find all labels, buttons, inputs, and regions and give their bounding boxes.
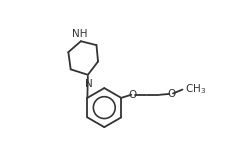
Text: N: N (84, 79, 92, 89)
Text: NH: NH (71, 29, 87, 39)
Text: CH$_3$: CH$_3$ (184, 83, 206, 97)
Text: O: O (166, 89, 175, 99)
Text: O: O (128, 90, 137, 100)
